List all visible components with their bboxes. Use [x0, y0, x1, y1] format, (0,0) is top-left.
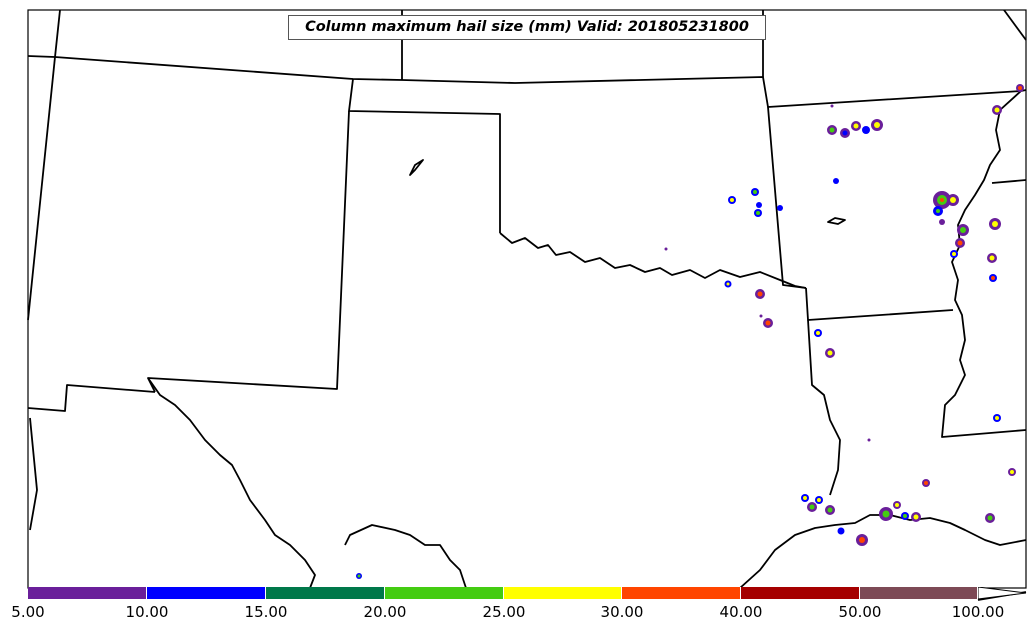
colorbar-segment-25-30 [504, 587, 622, 599]
border-az-nm-south [27, 384, 156, 412]
colorbar-label-5: 5.00 [11, 603, 45, 621]
state-borders [27, 9, 1027, 601]
border-rio-grande [147, 377, 316, 589]
border-big-bend [344, 524, 467, 589]
cell-group-gulf [356, 468, 1016, 579]
cell-group-mississippi [933, 191, 1001, 422]
colorbar-segment-40-50 [741, 587, 860, 599]
colorbar-label-50: 50.00 [838, 603, 882, 621]
border-utah-nevada [27, 56, 56, 321]
colorbar [28, 587, 1026, 599]
border-ks-mo [767, 106, 807, 289]
colorbar-segment-50-100 [860, 587, 978, 599]
border-nm-tx [147, 110, 350, 393]
map-title: Column maximum hail size (mm) Valid: 201… [288, 15, 766, 40]
colorbar-label-100: 100.00 [951, 603, 1005, 621]
colorbar-segment-5-10 [28, 587, 147, 599]
colorbar-label-25: 25.00 [482, 603, 526, 621]
hail-cells [356, 84, 1024, 579]
border-co-ks [348, 78, 501, 233]
map-frame [27, 9, 1027, 589]
colorbar-segment-20-25 [385, 587, 504, 599]
cell-group-oklahoma [664, 104, 871, 442]
border-tn-ms [991, 179, 1027, 184]
lake-1 [409, 159, 424, 176]
colorbar-label-10: 10.00 [125, 603, 169, 621]
lake-2 [827, 217, 846, 225]
colorbar-extension-triangle [978, 587, 1026, 599]
colorbar-segment-30-40 [622, 587, 741, 599]
colorbar-segment-10-15 [147, 587, 266, 599]
border-ne-corner [1003, 9, 1027, 41]
border-mississippi [941, 90, 1027, 438]
border-northern [54, 56, 1027, 108]
cell-group-arkansas [827, 84, 1024, 184]
border-mexico-west [29, 417, 38, 531]
border-red-river [499, 232, 807, 289]
border-tx-la [807, 319, 841, 496]
colorbar-label-30: 30.00 [600, 603, 644, 621]
colorbar-label-40: 40.00 [719, 603, 763, 621]
colorbar-label-15: 15.00 [244, 603, 288, 621]
colorbar-label-20: 20.00 [363, 603, 407, 621]
colorbar-segment-15-20 [266, 587, 385, 599]
